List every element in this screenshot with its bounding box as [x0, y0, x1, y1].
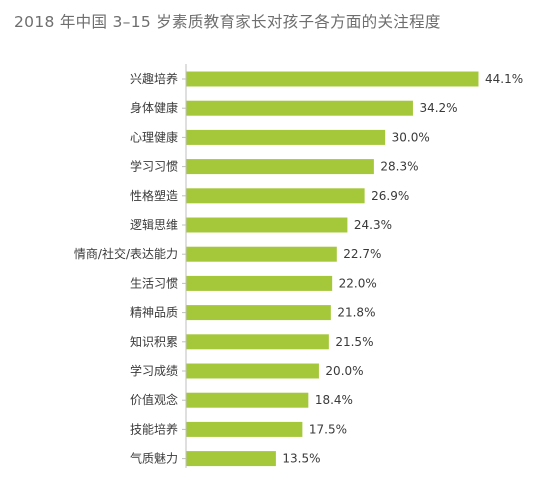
bar: [186, 334, 329, 350]
value-label: 21.5%: [335, 335, 373, 349]
value-label: 30.0%: [392, 130, 430, 144]
value-label: 22.7%: [343, 247, 381, 261]
category-label: 气质魅力: [130, 451, 178, 466]
bar: [186, 363, 319, 379]
category-label: 知识积累: [130, 335, 178, 349]
value-label: 20.0%: [325, 364, 363, 378]
value-label: 21.8%: [337, 306, 375, 320]
bar: [186, 159, 374, 175]
chart-title: 2018 年中国 3–15 岁素质教育家长对孩子各方面的关注程度: [14, 13, 441, 31]
bar: [186, 129, 386, 145]
category-label: 技能培养: [130, 421, 178, 436]
category-label: 情商/社交/表达能力: [74, 246, 178, 261]
bar: [186, 275, 333, 291]
category-label: 心理健康: [130, 129, 178, 144]
value-label: 13.5%: [282, 452, 320, 466]
category-label: 兴趣培养: [130, 71, 178, 86]
bar: [186, 188, 365, 204]
bar: [186, 392, 309, 408]
category-label: 学习成绩: [130, 363, 178, 378]
bar: [186, 71, 479, 87]
value-label: 22.0%: [339, 276, 377, 290]
bar: [186, 421, 303, 437]
category-label: 身体健康: [130, 100, 178, 115]
bar: [186, 451, 276, 467]
category-label: 学习习惯: [130, 159, 178, 174]
value-label: 28.3%: [380, 160, 418, 174]
category-label: 性格塑造: [130, 188, 178, 203]
bar: [186, 217, 348, 233]
bar: [186, 100, 413, 116]
category-label: 价值观念: [130, 392, 178, 407]
bar: [186, 305, 331, 321]
value-label: 18.4%: [315, 393, 353, 407]
value-label: 17.5%: [309, 422, 347, 436]
value-label: 24.3%: [354, 218, 392, 232]
value-label: 44.1%: [485, 72, 523, 86]
value-label: 26.9%: [371, 189, 409, 203]
category-label: 逻辑思维: [130, 218, 178, 232]
bar: [186, 246, 337, 262]
value-label: 34.2%: [419, 101, 457, 115]
category-label: 精神品质: [130, 306, 178, 320]
category-label: 生活习惯: [130, 275, 178, 290]
